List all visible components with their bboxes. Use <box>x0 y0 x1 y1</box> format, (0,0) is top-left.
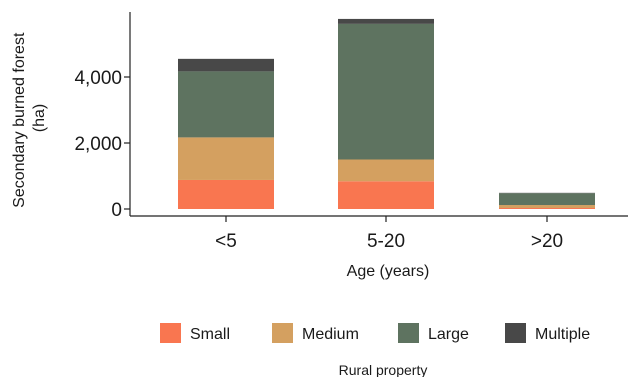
legend-swatch-medium <box>272 323 293 343</box>
bar-medium-1 <box>338 160 434 182</box>
legend-swatch-large <box>398 323 419 343</box>
y-tick-label: 4,000 <box>74 68 122 89</box>
y-ticks: 0 2,000 4,000 <box>74 68 130 221</box>
y-axis-title-line-1: Secondary burned forest <box>11 32 28 208</box>
x-tick-label: <5 <box>215 231 237 252</box>
y-tick-label: 2,000 <box>74 134 122 155</box>
bars-group <box>178 19 595 209</box>
y-axis-title-line-2: (ha) <box>31 104 48 132</box>
x-ticks: <5 5-20 >20 <box>215 216 563 252</box>
bar-large-0 <box>178 71 274 137</box>
bar-medium-2 <box>499 205 595 208</box>
y-axis-title: Secondary burned forest (ha) <box>11 28 48 208</box>
legend-swatch-small <box>160 323 181 343</box>
legend-label-large: Large <box>428 326 469 343</box>
bar-small-0 <box>178 180 274 209</box>
legend: Small Medium Large Multiple <box>160 323 590 343</box>
legend-swatch-multiple <box>505 323 526 343</box>
legend-label-medium: Medium <box>302 326 359 343</box>
x-tick-label: >20 <box>531 231 563 252</box>
y-tick-label: 0 <box>111 200 122 221</box>
legend-label-small: Small <box>190 326 230 343</box>
bar-large-1 <box>338 24 434 160</box>
bar-multiple-1 <box>338 19 434 24</box>
legend-title: Rural property <box>339 362 428 377</box>
bar-multiple-0 <box>178 59 274 72</box>
legend-label-multiple: Multiple <box>535 326 590 343</box>
x-tick-label: 5-20 <box>367 231 405 252</box>
bar-small-2 <box>499 208 595 209</box>
bar-medium-0 <box>178 137 274 180</box>
x-axis-title: Age (years) <box>347 263 430 280</box>
bar-large-2 <box>499 193 595 205</box>
bar-small-1 <box>338 181 434 209</box>
